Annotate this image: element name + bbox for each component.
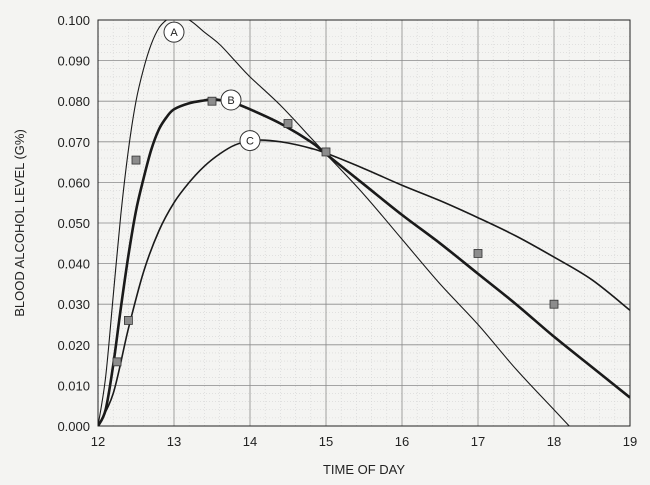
y-tick-label: 0.060 [57, 175, 90, 190]
series-line-c [98, 139, 630, 426]
x-axis-label: TIME OF DAY [323, 462, 405, 477]
y-tick-label: 0.040 [57, 257, 90, 272]
data-point [473, 249, 483, 258]
plot-frame [97, 19, 631, 427]
data-point [131, 155, 141, 165]
y-tick-label: 0.080 [57, 94, 90, 109]
y-tick-label: 0.030 [57, 297, 90, 312]
y-tick-label: 0.090 [57, 54, 90, 69]
curve-labels: A B C [163, 21, 261, 152]
x-tick-label: 15 [319, 434, 333, 449]
x-tick-label: 19 [623, 434, 637, 449]
curve-label-circle [163, 21, 185, 43]
y-tick-label: 0.000 [57, 419, 90, 434]
curve-label-a: A [170, 27, 178, 39]
data-point [124, 316, 133, 325]
x-tick-label: 14 [243, 434, 257, 449]
data-point [549, 299, 559, 309]
x-tick-label: 17 [471, 434, 485, 449]
data-points [112, 96, 559, 367]
x-tick-label: 18 [547, 434, 561, 449]
y-tick-label: 0.070 [57, 135, 90, 150]
y-axis-label: BLOOD ALCOHOL LEVEL (G%) [12, 129, 27, 317]
x-tick-label: 13 [167, 434, 181, 449]
data-point [112, 357, 122, 367]
x-tick-label: 12 [91, 434, 105, 449]
curve-label-circle [239, 130, 261, 152]
x-tick-label: 16 [395, 434, 409, 449]
curve-label-c: C [246, 136, 254, 148]
series-line-a [98, 20, 570, 426]
curve-label-circle [220, 89, 242, 111]
data-point [283, 119, 293, 128]
y-tick-label: 0.100 [57, 13, 90, 28]
x-tick-labels: 12 13 14 15 16 17 18 19 [91, 434, 637, 449]
y-tick-label: 0.050 [57, 216, 90, 231]
data-point [321, 147, 331, 157]
data-point [207, 96, 217, 106]
y-tick-label: 0.020 [57, 338, 90, 353]
curve-label-b: B [227, 95, 234, 107]
y-tick-label: 0.010 [57, 378, 90, 393]
major-grid [98, 20, 630, 426]
y-tick-labels: 0.000 0.010 0.020 0.030 0.040 0.050 0.060 0.070… [57, 13, 90, 434]
